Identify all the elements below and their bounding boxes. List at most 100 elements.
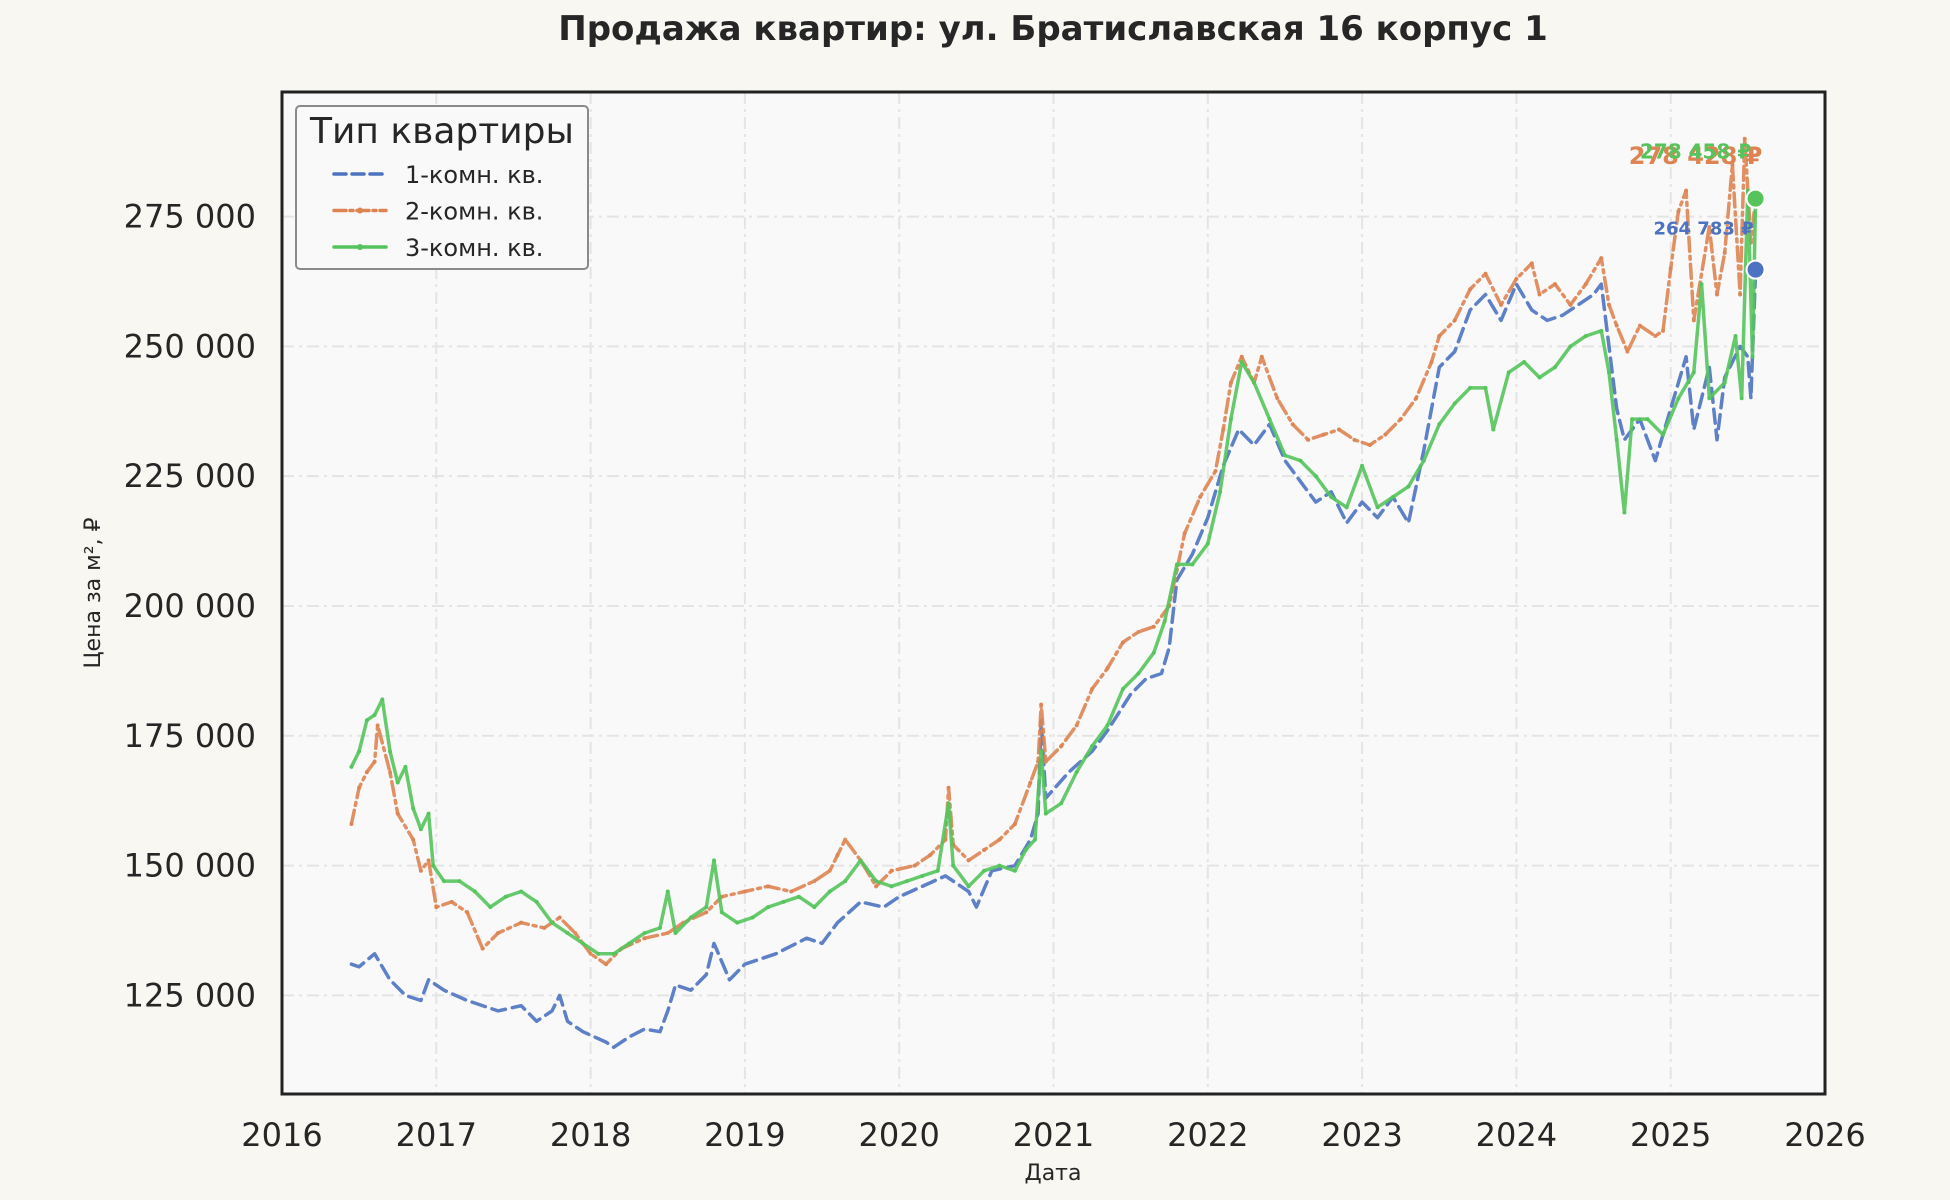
x-tick-label: 2018 <box>550 1116 631 1154</box>
x-tick-label: 2022 <box>1167 1116 1248 1154</box>
series-3-point <box>1707 396 1712 401</box>
series-3-point <box>1437 422 1442 427</box>
series-3-point <box>596 951 601 956</box>
series-3-point <box>1090 744 1095 749</box>
series-2-point <box>642 936 647 941</box>
series-3-point <box>688 915 693 920</box>
series-2-point <box>426 858 431 863</box>
legend-box <box>295 105 589 270</box>
series-3-point <box>1252 380 1257 385</box>
series-2-point <box>1151 624 1156 629</box>
legend-entries: 1-комн. кв. 2-комн. кв. 3-комн. кв. <box>332 161 543 262</box>
series-3-point <box>1375 505 1380 510</box>
y-tick-label: 250 000 <box>124 327 256 365</box>
series-3-point <box>719 910 724 915</box>
series-3-point <box>946 801 951 806</box>
series-3-point <box>372 713 377 718</box>
series-2-point <box>1398 417 1403 422</box>
series-3-point <box>1329 494 1334 499</box>
series-3-point <box>843 879 848 884</box>
y-tick-label: 125 000 <box>124 976 256 1014</box>
series-2-point <box>812 879 817 884</box>
series-3-point <box>889 884 894 889</box>
series-3-point <box>935 868 940 873</box>
series-2-point <box>1383 432 1388 437</box>
series-3-point <box>550 920 555 925</box>
series-3-point <box>503 894 508 899</box>
series-3-point <box>642 931 647 936</box>
series-2-point <box>557 915 562 920</box>
series-2-point <box>1321 432 1326 437</box>
series-3-point <box>1344 505 1349 510</box>
series-3-point <box>431 863 436 868</box>
series-3-point <box>1522 359 1527 364</box>
series-2-point <box>1730 162 1735 167</box>
series-3-point <box>1313 474 1318 479</box>
series-3-point <box>1491 427 1496 432</box>
series-3-point <box>1622 510 1627 515</box>
series-2-point <box>966 858 971 863</box>
series-3-point <box>580 941 585 946</box>
series-3-point <box>1012 868 1017 873</box>
series-2-point <box>434 905 439 910</box>
series-2-point <box>465 910 470 915</box>
series-3-point <box>1468 385 1473 390</box>
series-2-point <box>742 889 747 894</box>
series-3-point <box>1733 334 1738 339</box>
series-3-point <box>1406 484 1411 489</box>
series-3-point <box>1506 370 1511 375</box>
series-3-point <box>920 873 925 878</box>
series-3-point <box>904 879 909 884</box>
series-2-point <box>357 785 362 790</box>
series-3-point <box>1190 562 1195 567</box>
series-3-point <box>442 879 447 884</box>
series-1-line <box>349 267 1758 1050</box>
series-2-point <box>1120 640 1125 645</box>
series-3-point <box>1239 359 1244 364</box>
series-2-point <box>604 962 609 967</box>
series-3-point <box>1282 453 1287 458</box>
series-3-point <box>966 884 971 889</box>
legend-swatch-marker <box>357 244 363 250</box>
series-3-point <box>565 931 570 936</box>
series-2-point <box>997 837 1002 842</box>
series-2-point <box>1625 349 1630 354</box>
series-2-point <box>1228 380 1233 385</box>
series-3-point <box>1599 328 1604 333</box>
legend-label: 2-комн. кв. <box>405 198 543 226</box>
series-3-point <box>982 868 987 873</box>
series-2-point <box>1599 256 1604 261</box>
x-tick-label: 2020 <box>858 1116 939 1154</box>
x-axis-label: Дата <box>1025 1161 1082 1186</box>
series-2-point <box>1452 318 1457 323</box>
series-2-point <box>1514 276 1519 281</box>
series-3-point <box>735 920 740 925</box>
series-3-point <box>1059 801 1064 806</box>
y-tick-label: 150 000 <box>124 847 256 885</box>
plot-frame <box>280 90 1827 1096</box>
series-3-point <box>395 780 400 785</box>
x-axis: 2016 2017 2018 2019 2020 2021 2022 2023 2024 2025… <box>241 1116 1865 1154</box>
series-2-point <box>1668 266 1673 271</box>
series-3-point <box>411 806 416 811</box>
series-2-point <box>704 910 709 915</box>
x-tick-label: 2019 <box>704 1116 785 1154</box>
x-tick-label: 2023 <box>1321 1116 1402 1154</box>
series-2-point <box>1552 282 1557 287</box>
series-3-point <box>1699 282 1704 287</box>
x-tick-label: 2017 <box>396 1116 477 1154</box>
series-3-point <box>712 858 717 863</box>
series-2-point <box>1653 334 1658 339</box>
series-2-point <box>388 770 393 775</box>
end-point-marker <box>1745 259 1766 280</box>
series-2-point <box>928 853 933 858</box>
series-3-point <box>534 899 539 904</box>
series-layer <box>349 136 1758 1050</box>
series-3-point <box>1267 417 1272 422</box>
series-3-point <box>1614 437 1619 442</box>
series-2-point <box>835 853 840 858</box>
series-2-point <box>827 868 832 873</box>
series-2-point <box>411 837 416 842</box>
series-2-point <box>1239 354 1244 359</box>
